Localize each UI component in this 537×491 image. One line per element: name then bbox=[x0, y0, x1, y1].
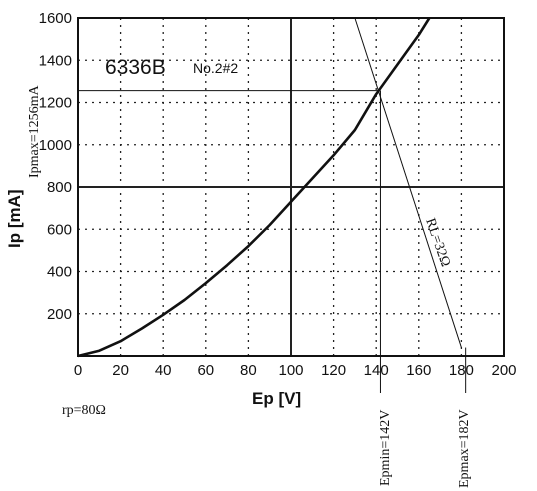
epmin-label: Epmin=142V bbox=[378, 410, 393, 486]
plot-frame bbox=[77, 17, 505, 357]
y-tick-label: 600 bbox=[47, 221, 72, 238]
x-tick-label: 180 bbox=[449, 362, 474, 379]
x-tick-label: 140 bbox=[364, 362, 389, 379]
y-tick-label: 1600 bbox=[39, 10, 72, 27]
y-axis-title: Ip [mA] bbox=[5, 189, 24, 248]
y-tick-label: 1000 bbox=[39, 137, 72, 154]
x-tick-label: 100 bbox=[278, 362, 303, 379]
x-axis-title: Ep [V] bbox=[252, 389, 301, 408]
y-tick-label: 800 bbox=[47, 179, 72, 196]
y-tick-label: 1400 bbox=[39, 52, 72, 69]
rp-annotation: rp=80Ω bbox=[62, 403, 106, 418]
y-tick-label: 200 bbox=[47, 306, 72, 323]
x-tick-label: 120 bbox=[321, 362, 346, 379]
x-tick-label: 160 bbox=[406, 362, 431, 379]
chart-title: 6336B bbox=[105, 56, 166, 79]
reference-lines-layer bbox=[78, 17, 467, 393]
load-line bbox=[354, 17, 462, 348]
x-tick-label: 80 bbox=[240, 362, 257, 379]
series-line-0 bbox=[77, 17, 431, 358]
grid-layer bbox=[78, 18, 504, 356]
x-tick-label: 20 bbox=[112, 362, 129, 379]
x-tick-label: 0 bbox=[74, 362, 82, 379]
load-line-label: RL=32Ω bbox=[422, 216, 453, 268]
x-tick-label: 40 bbox=[155, 362, 172, 379]
epmax-label: Epmax=182V bbox=[457, 409, 472, 488]
curve-layer bbox=[77, 17, 431, 358]
y-tick-label: 1200 bbox=[39, 95, 72, 112]
x-tick-label: 200 bbox=[491, 362, 516, 379]
x-tick-label: 60 bbox=[197, 362, 214, 379]
ipmax-label: Ipmax=1256mA bbox=[27, 84, 42, 178]
tick-label-layer: 0 20 40 60 80 100 120 140 160 180 200 200 400 600 800 1… bbox=[39, 10, 517, 379]
y-tick-label: 400 bbox=[47, 264, 72, 281]
chart-subtitle: No.2#2 bbox=[193, 60, 238, 76]
